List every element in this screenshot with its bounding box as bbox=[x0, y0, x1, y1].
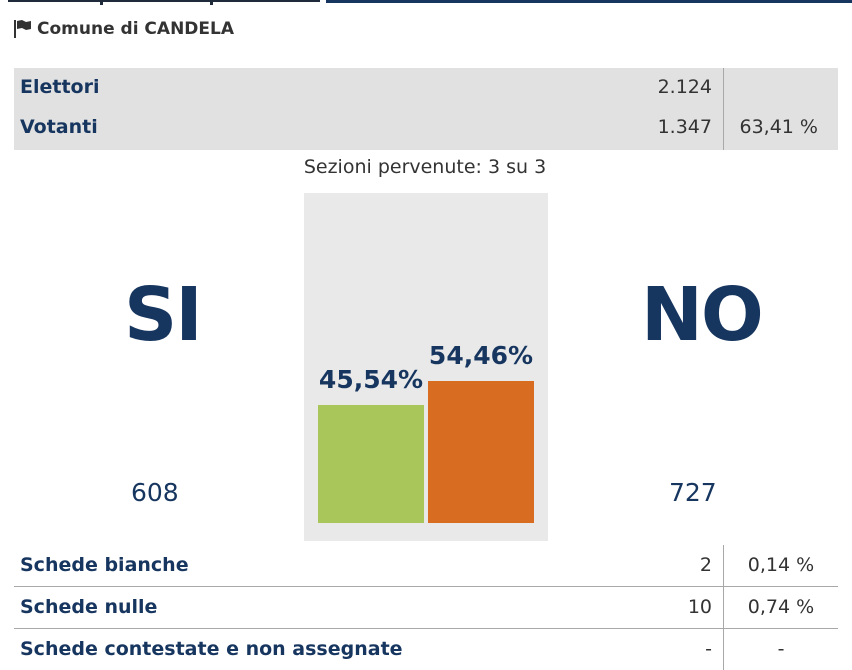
top-link-underline bbox=[326, 0, 852, 3]
votanti-label: Votanti bbox=[20, 116, 98, 138]
si-percent-label: 45,54% bbox=[318, 365, 424, 394]
row-label: Schede nulle bbox=[20, 596, 158, 618]
row-value: - bbox=[705, 638, 712, 660]
column-divider bbox=[723, 68, 724, 150]
result-chart: 45,54% 54,46% bbox=[304, 193, 548, 541]
elettori-row: Elettori 2.124 bbox=[14, 68, 838, 108]
row-label: Schede bianche bbox=[20, 554, 189, 576]
comune-header: Comune di CANDELA bbox=[14, 17, 234, 41]
sezioni-pervenute: Sezioni pervenute: 3 su 3 bbox=[303, 156, 547, 178]
row-value: 10 bbox=[687, 596, 712, 618]
row-value: 2 bbox=[699, 554, 712, 576]
row-percent: - bbox=[777, 638, 785, 660]
si-bar bbox=[318, 405, 424, 523]
votanti-value: 1.347 bbox=[657, 116, 712, 138]
no-bar bbox=[428, 381, 534, 523]
column-divider bbox=[723, 545, 724, 670]
row-percent: 0,14 % bbox=[747, 554, 815, 576]
si-label: SI bbox=[124, 272, 203, 358]
no-percent-label: 54,46% bbox=[428, 341, 534, 370]
flag-icon bbox=[14, 20, 31, 38]
votanti-percent: 63,41 % bbox=[739, 116, 819, 138]
table-row: Schede bianche 2 0,14 % bbox=[14, 545, 838, 587]
no-label: NO bbox=[641, 272, 764, 358]
votanti-row: Votanti 1.347 63,41 % bbox=[14, 108, 838, 148]
top-tick bbox=[100, 0, 103, 5]
row-label: Schede contestate e non assegnate bbox=[20, 638, 403, 660]
elettori-value: 2.124 bbox=[657, 76, 712, 98]
elettori-label: Elettori bbox=[20, 76, 100, 98]
table-row: Schede contestate e non assegnate - - bbox=[14, 629, 838, 670]
top-divider bbox=[8, 0, 320, 2]
no-count: 727 bbox=[669, 478, 717, 507]
comune-title: Comune di CANDELA bbox=[37, 19, 235, 39]
ballot-details-table: Schede bianche 2 0,14 % Schede nulle 10 … bbox=[14, 545, 838, 670]
row-percent: 0,74 % bbox=[747, 596, 815, 618]
summary-panel: Elettori 2.124 Votanti 1.347 63,41 % bbox=[14, 68, 838, 150]
si-count: 608 bbox=[131, 478, 179, 507]
table-row: Schede nulle 10 0,74 % bbox=[14, 587, 838, 629]
top-tick bbox=[210, 0, 213, 5]
